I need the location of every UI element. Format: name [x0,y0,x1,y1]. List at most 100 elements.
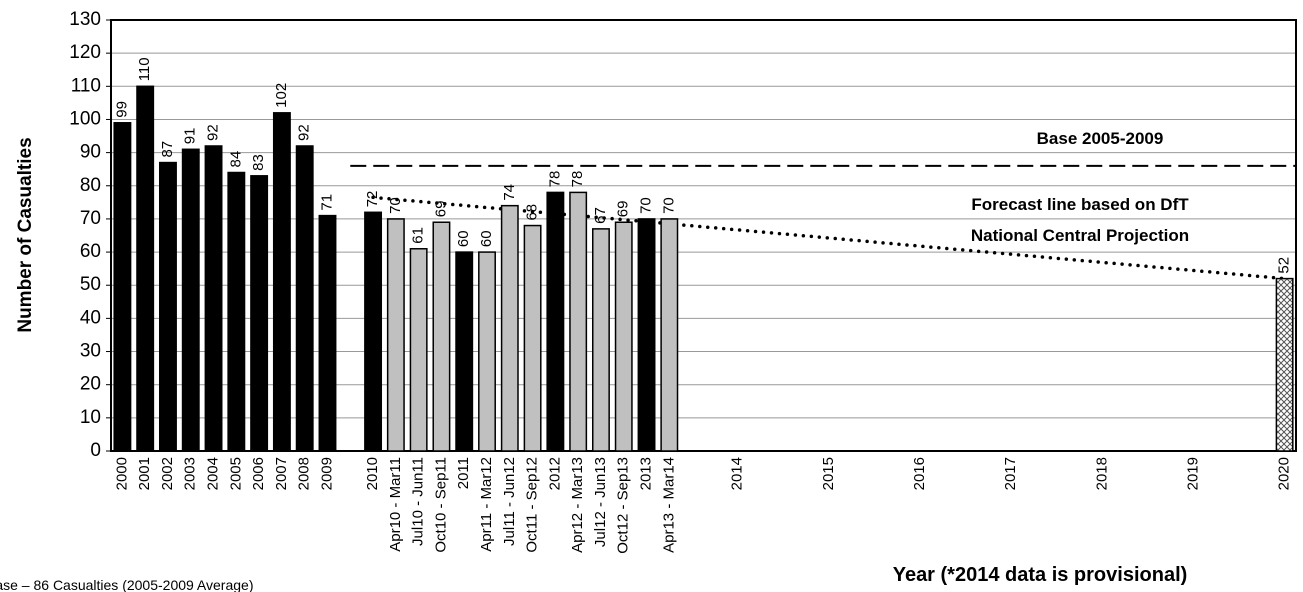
x-tick-label: Oct12 - Sep13 [615,457,632,554]
value-label: 70 [660,197,677,214]
bar [614,221,633,452]
value-label: 74 [501,184,518,201]
bar [204,145,223,452]
bar [136,85,155,452]
value-label: 70 [637,197,654,214]
bar [409,248,428,452]
footnote: Base – 86 Casualties (2005-2009 Average) [0,577,253,592]
y-tick-label: 50 [80,274,101,295]
x-tick-label: 2017 [1002,457,1019,490]
y-tick-label: 60 [80,241,101,262]
x-tick-label: Apr10 - Mar11 [387,457,404,552]
bar [295,145,314,452]
y-tick-label: 10 [80,407,101,428]
bar [386,218,405,452]
y-tick-label: 70 [80,208,101,229]
y-tick-label: 80 [80,175,101,196]
value-label: 78 [569,171,586,188]
x-tick-label: 2004 [205,457,222,490]
y-tick-label: 100 [69,108,101,129]
x-tick-label: Apr12 - Mar13 [569,457,586,553]
value-label: 78 [546,171,563,188]
x-tick-label: 2007 [273,457,290,490]
x-tick-label: 2002 [159,457,176,490]
x-tick-label: Apr11 - Mar12 [478,457,495,552]
value-label: 72 [364,191,381,208]
x-tick-label: 2011 [455,457,472,489]
x-tick-label: 2010 [364,457,381,490]
x-tick-label: Oct10 - Sep11 [432,457,449,553]
value-label: 92 [296,124,313,141]
x-axis-title: Year (*2014 data is provisional) [893,564,1188,586]
y-tick-label: 20 [80,374,101,395]
value-label: 92 [205,124,222,141]
bar [660,218,679,452]
x-tick-label: 2015 [820,457,837,490]
value-label: 99 [113,101,130,118]
value-label: 102 [273,83,290,108]
plot-frame [110,19,1297,452]
bar [181,148,200,452]
value-label: 52 [1276,257,1293,274]
y-tick-label: 130 [69,9,101,30]
bar [1275,277,1294,452]
x-tick-label: Jul12 - Jun13 [592,457,609,547]
bar [478,251,496,452]
x-tick-label: 2005 [227,457,244,490]
value-label: 68 [524,204,541,221]
x-tick-label: 2012 [546,457,563,490]
x-tick-label: 2016 [911,457,928,490]
x-tick-label: 2020 [1276,457,1293,490]
bar [455,251,474,452]
bar [113,122,132,452]
forecast-label: National Central Projection [971,226,1189,245]
value-label: 61 [410,227,427,244]
y-tick-label: 90 [80,142,101,163]
x-tick-label: Oct11 - Sep12 [524,457,541,553]
bar [364,211,383,452]
x-tick-label: 2018 [1093,457,1110,490]
value-label: 87 [159,141,176,158]
x-tick-label: Jul10 - Jun11 [410,457,427,546]
x-tick-label: 2008 [296,457,313,490]
value-label: 91 [182,128,199,145]
bar [432,221,451,452]
x-tick-label: 2019 [1184,457,1201,490]
x-tick-label: 2001 [136,457,153,490]
y-tick-label: 30 [80,341,101,362]
y-tick-label: 0 [90,440,101,461]
bar [272,112,291,452]
x-tick-label: 2014 [729,457,746,490]
value-label: 110 [136,57,153,81]
value-label: 60 [478,230,495,247]
forecast-line [371,195,1287,281]
bar [591,228,610,452]
x-tick-label: 2003 [182,457,199,490]
x-tick-label: 2009 [318,457,335,490]
value-label: 67 [592,207,609,224]
bar [250,175,269,452]
bar [318,214,337,452]
value-label: 71 [318,194,335,211]
value-label: 70 [387,197,404,214]
x-tick-label: 2000 [113,457,130,490]
x-tick-label: Jul11 - Jun12 [501,457,518,546]
bar [637,218,656,452]
bar [546,191,565,452]
bar [159,161,177,452]
forecast-label: Forecast line based on DfT [971,195,1189,214]
bar [500,204,519,452]
value-label: 84 [227,151,244,168]
value-label: 69 [432,201,449,218]
value-label: 60 [455,230,472,247]
x-tick-label: Apr13 - Mar14 [660,457,677,553]
bar [569,191,588,452]
y-tick-label: 110 [71,75,101,96]
value-label: 83 [250,154,267,171]
y-axis-title: Number of Casualties [15,137,36,332]
x-tick-label: 2013 [637,457,654,490]
y-tick-label: 40 [80,307,101,328]
base-line-label: Base 2005-2009 [1037,129,1164,148]
